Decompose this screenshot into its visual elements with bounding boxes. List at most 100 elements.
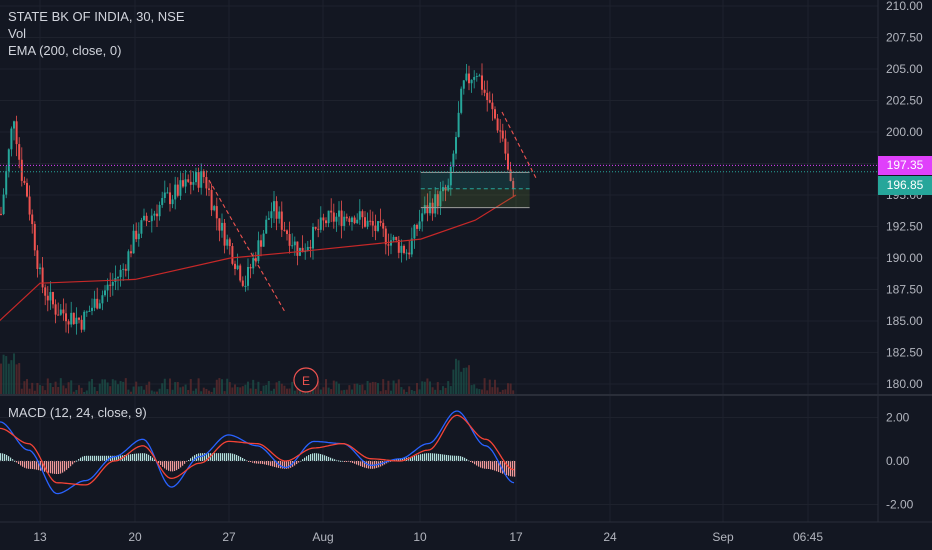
macd-hist-bar [86,455,88,461]
candle-body [486,92,489,101]
candle-body [200,171,203,188]
legend-symbol[interactable]: STATE BK OF INDIA, 30, NSE [8,9,185,24]
macd-hist-bar [94,455,96,461]
macd-hist-bar [174,461,176,471]
candle-body [447,185,450,191]
macd-hist-bar [162,461,164,467]
volume-bar [442,386,444,395]
macd-hist-bar [478,461,480,467]
trend-line [501,111,538,181]
candle-body [421,213,424,222]
volume-bar [260,391,262,395]
macd-hist-bar [166,461,168,470]
trend-lines[interactable] [208,111,538,313]
macd-hist-bar [314,453,316,461]
volume-bar [200,391,203,395]
legend-ema[interactable]: EMA (200, close, 0) [8,43,122,58]
volume-bar [67,382,70,395]
macd-hist-bar [334,459,336,461]
candle-body [387,244,390,246]
candle-body [418,221,421,229]
macd-hist-bar [490,461,492,470]
volume-bar [249,388,252,395]
macd-hist-bar [362,461,364,467]
volume-bar [416,383,418,395]
volume-bar [465,367,468,395]
macd-hist-bar [308,455,310,461]
macd-hist-bar [154,459,156,461]
candle-body [88,310,91,312]
volume-bar [41,385,44,395]
legend-macd[interactable]: MACD (12, 24, close, 9) [8,405,147,420]
volume-bar [475,388,478,395]
volume-bar [330,389,333,395]
candle-body [148,221,151,223]
volume-bar [158,388,161,395]
volume-bar [161,383,164,395]
volume-bar [356,383,359,395]
volume-bar [239,387,242,395]
macd-hist-bar [488,461,490,470]
macd-hist-bar [254,461,256,464]
candle-body [13,121,15,129]
macd-hist-bar [426,453,428,461]
volume-bar [187,390,190,395]
candle-body [161,198,164,205]
volume-bar [314,387,317,395]
macd-axis[interactable]: 2.00 0.00 -2.00 [886,411,914,512]
macd-hist-bar [248,461,250,462]
price-axis[interactable]: 210.00207.50205.00202.50200.00197.50195.… [886,0,923,391]
macd-hist-bar [346,461,348,462]
candle-body [296,241,299,256]
volume-bar [98,383,101,395]
macd-hist-bar [296,461,298,465]
volume-bar [392,380,395,395]
volume-bar [218,378,221,395]
volume-bars [0,353,515,395]
volume-bar [299,389,301,395]
macd-hist-bar [234,454,236,461]
candle-body [392,236,395,241]
macd-hist-bar [192,456,194,461]
earnings-marker[interactable]: E [293,367,319,393]
legend-volume[interactable]: Vol [8,26,27,41]
candle-body [275,201,278,219]
macd-hist-bar [232,453,234,461]
macd-hist-bar [144,453,146,461]
candle-body [59,309,62,315]
candle-body [223,222,226,246]
macd-hist-bar [350,461,352,463]
time-axis[interactable]: 13 20 27 Aug 10 17 24 Sep 06:45 [33,530,823,544]
candle-body [244,285,247,287]
macd-hist-bar [58,461,60,474]
volume-bar [244,384,247,395]
volume-bar [10,360,13,395]
macd-hist-bar [36,461,38,470]
candle-body [117,277,119,279]
volume-bar [153,391,156,395]
candle-body [127,251,130,271]
range-box[interactable] [420,171,530,209]
price-tick-label: 182.50 [886,346,923,360]
volume-bar [62,385,65,395]
volume-bar [509,383,512,395]
volume-bar [366,380,369,395]
macd-hist-bar [24,461,26,468]
macd-hist-bar [418,454,420,461]
macd-hist-bar [256,461,258,464]
price-tick-label: 180.00 [886,377,923,391]
volume-bar [413,391,416,395]
macd-hist-bar [104,455,106,461]
volume-bar [247,381,249,395]
macd-hist-bar [160,461,162,466]
macd-hist-bar [316,453,318,461]
price-tick-label: 187.50 [886,283,923,297]
time-tick-label: Aug [312,530,333,544]
candle-body [319,217,322,230]
macd-hist-bar [286,461,288,469]
candle-body [379,221,382,223]
candle-body [70,312,73,325]
candle-body [309,246,312,249]
macd-hist-bar [90,455,92,461]
